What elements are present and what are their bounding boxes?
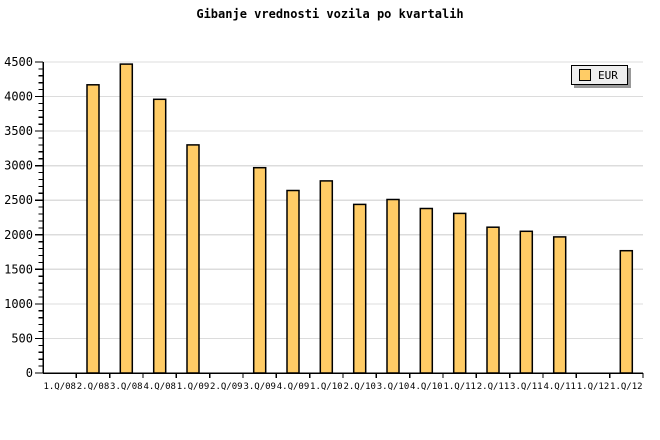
x-tick-label-5: 2.Q/09 — [210, 382, 243, 392]
bar-4.Q/10-11 — [419, 207, 434, 374]
y-tick-label-2000: 2000 — [4, 228, 33, 242]
bar-1.Q/09-4 — [186, 144, 200, 374]
x-tick-label-13: 2.Q/11 — [477, 382, 510, 392]
bar-3.Q/11-14 — [519, 230, 534, 374]
x-tick-label-1: 2.Q/08 — [77, 382, 110, 392]
y-tick-label-4000: 4000 — [4, 90, 33, 104]
x-tick-label-4: 1.Q/09 — [177, 382, 210, 392]
legend: EUR — [571, 65, 628, 85]
bar-4.Q/09-7 — [286, 189, 300, 374]
x-tick-label-0: 1.Q/08 — [43, 382, 76, 392]
x-tick-label-9: 2.Q/10 — [343, 382, 376, 392]
y-tick-label-0: 0 — [26, 366, 33, 380]
bar-4.Q/11-15 — [552, 236, 567, 374]
x-tick-label-11: 4.Q/10 — [410, 382, 443, 392]
legend-label: EUR — [598, 68, 618, 82]
x-tick-label-17: 1.Q/12 — [610, 382, 643, 392]
legend-swatch-icon — [579, 69, 591, 81]
chart-title: Gibanje vrednosti vozila po kvartalih — [196, 7, 464, 21]
bar-1.Q/11-12 — [452, 212, 467, 374]
bar-2.Q/08-1 — [86, 84, 100, 374]
x-tick-label-3: 4.Q/08 — [143, 382, 176, 392]
x-tick-label-2: 3.Q/08 — [110, 382, 143, 392]
x-tick-label-15: 4.Q/11 — [543, 382, 576, 392]
x-tick-label-10: 3.Q/10 — [377, 382, 410, 392]
x-tick-label-14: 3.Q/11 — [510, 382, 543, 392]
bar-1.Q/10-8 — [319, 180, 334, 374]
y-tick-label-3500: 3500 — [4, 124, 33, 138]
y-tick-label-1500: 1500 — [4, 262, 33, 276]
bar-3.Q/10-10 — [386, 198, 400, 374]
x-tick-label-16: 1.Q/12 — [577, 382, 610, 392]
bar-4.Q/08-3 — [152, 98, 167, 374]
x-tick-label-8: 1.Q/10 — [310, 382, 343, 392]
y-tick-label-4500: 4500 — [4, 55, 33, 69]
y-tick-label-2500: 2500 — [4, 193, 33, 207]
y-tick-label-3000: 3000 — [4, 159, 33, 173]
y-tick-label-500: 500 — [11, 331, 33, 345]
x-tick-label-6: 3.Q/09 — [243, 382, 276, 392]
bar-3.Q/08-2 — [119, 63, 134, 374]
x-tick-label-12: 1.Q/11 — [443, 382, 476, 392]
x-tick-label-7: 4.Q/09 — [277, 382, 310, 392]
bar-1.Q/12-17 — [619, 249, 634, 374]
bar-2.Q/11-13 — [486, 226, 500, 374]
bar-3.Q/09-6 — [252, 166, 267, 374]
bar-2.Q/10-9 — [352, 203, 367, 374]
y-tick-label-1000: 1000 — [4, 297, 33, 311]
